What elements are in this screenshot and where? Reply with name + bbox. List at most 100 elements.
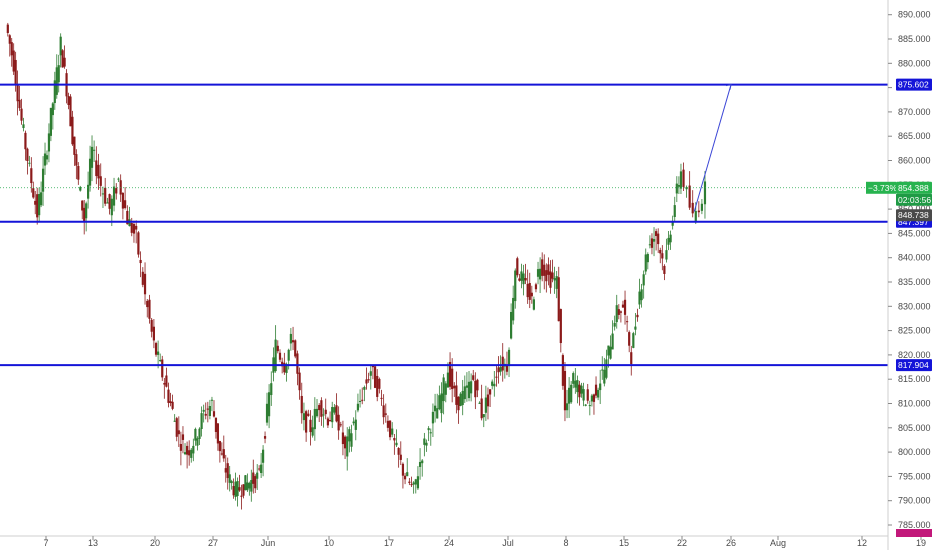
candle-up: [582, 389, 585, 401]
candle-down: [397, 448, 400, 455]
candle-up: [685, 187, 688, 190]
candle-up: [331, 407, 334, 423]
candle-up: [395, 442, 398, 446]
candle-down: [130, 222, 133, 233]
x-tick-label: 7: [43, 538, 48, 548]
candle-up: [642, 274, 645, 286]
level-price-tag: 875.602: [896, 78, 932, 91]
candle-up: [248, 482, 251, 489]
candle-down: [165, 375, 168, 387]
candle-up: [302, 413, 306, 421]
candle-down: [474, 380, 477, 398]
candle-down: [16, 84, 19, 102]
last-close-tag-bg: [896, 209, 932, 222]
candle-down: [73, 136, 76, 155]
candle-down: [10, 42, 13, 56]
candle-up: [230, 481, 233, 484]
candle-up: [442, 377, 445, 402]
candle-up: [599, 383, 602, 391]
candle-up: [609, 346, 612, 359]
bottom-edge-tag: [896, 529, 932, 537]
y-tick-label: 890.000: [898, 10, 931, 20]
y-tick-label: 830.000: [898, 301, 931, 311]
candle-down: [480, 398, 483, 419]
candle-down: [457, 396, 460, 411]
candle-down: [320, 400, 323, 417]
candle-up: [436, 408, 439, 419]
candle-up: [88, 158, 92, 186]
candle-up: [429, 432, 432, 434]
x-tick-label: Aug: [770, 538, 786, 548]
candle-up: [196, 438, 199, 446]
y-tick-label: 785.000: [898, 520, 931, 530]
candle-down: [150, 319, 153, 332]
candle-down: [326, 418, 330, 426]
candle-up: [648, 244, 651, 246]
candle-up: [584, 404, 587, 406]
candle-down: [181, 434, 185, 440]
candle-up: [55, 67, 58, 95]
candle-up: [634, 326, 637, 330]
candle-up: [507, 349, 511, 365]
candle-down: [472, 375, 475, 380]
candle-down: [137, 232, 140, 255]
y-tick-label: 885.000: [898, 34, 931, 44]
projection-arrowhead: [725, 84, 732, 90]
candle-down: [365, 379, 368, 384]
y-tick-label: 815.000: [898, 374, 931, 384]
level-price-tag-text: 817.904: [898, 360, 929, 370]
last-close-tag-text: 848.738: [898, 210, 929, 220]
candle-down: [557, 277, 560, 322]
candle-up: [346, 436, 349, 457]
candle-down: [378, 378, 381, 389]
candle-up: [677, 185, 680, 187]
candle-up: [208, 406, 211, 416]
candle-up: [572, 373, 575, 384]
candle-up: [59, 36, 62, 56]
candle-up: [244, 475, 247, 491]
candle-up: [190, 449, 193, 458]
candle-up: [665, 250, 668, 260]
candle-up: [478, 402, 481, 404]
y-tick-label: 820.000: [898, 350, 931, 360]
candle-down: [659, 249, 662, 254]
candle-down: [448, 361, 452, 387]
candle-up: [640, 289, 643, 301]
current-price-tag: 854.388: [896, 181, 932, 194]
candle-down: [163, 383, 166, 385]
candle-up: [270, 383, 273, 396]
candle-up: [418, 461, 422, 467]
candle-up: [520, 271, 523, 281]
candle-down: [401, 463, 405, 476]
candle-down: [617, 309, 620, 315]
candle-down: [132, 224, 136, 234]
candle-down: [283, 362, 286, 373]
candle-down: [154, 343, 158, 355]
candle-up: [352, 421, 355, 424]
candle-down: [220, 453, 223, 455]
candle-up: [423, 438, 426, 445]
candle-down: [212, 411, 216, 417]
candle-up: [198, 428, 201, 439]
candle-down: [488, 389, 492, 395]
candle-down: [240, 495, 243, 497]
candle-down: [501, 356, 504, 371]
y-tick-label: 860.000: [898, 156, 931, 166]
candle-down: [263, 436, 267, 439]
x-tick-label: 15: [619, 538, 629, 548]
candle-up: [412, 482, 415, 485]
y-tick-label: 870.000: [898, 107, 931, 117]
candle-down: [177, 430, 180, 435]
candle-up: [431, 411, 435, 424]
candle-up: [421, 460, 424, 464]
candle-up: [512, 297, 515, 321]
candle-up: [603, 369, 606, 384]
candle-up: [110, 198, 113, 216]
candle-up: [491, 381, 494, 386]
candle-up: [22, 124, 25, 129]
candle-up: [667, 237, 670, 245]
candle-up: [632, 333, 635, 348]
candle-down: [242, 484, 245, 496]
